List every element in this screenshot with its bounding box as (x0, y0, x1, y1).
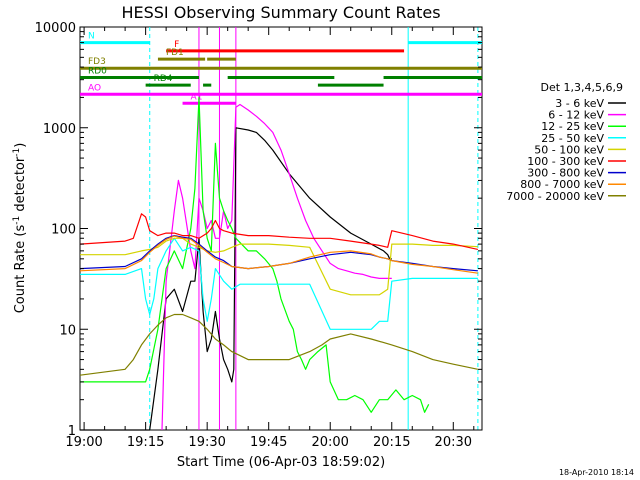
series-line-12-25-kev (80, 96, 430, 413)
legend-label-25-50-kev: 25 - 50 keV (541, 132, 604, 145)
flag-label-fd1: FD1 (166, 48, 184, 58)
legend-title: Det 1,3,4,5,6,9 (540, 81, 623, 94)
y-axis-label-end: ) (13, 143, 28, 148)
legend-label-300-800-kev: 300 - 800 keV (527, 167, 604, 180)
y-axis-label: Count Rate (s-1 detector-1) (12, 143, 28, 314)
series-line-100-300-kev (79, 213, 479, 250)
flag-label-f: F (174, 40, 179, 50)
flag-label-n: N (88, 32, 95, 42)
y-axis-label-mid: detector (13, 156, 28, 216)
x-tick-label: 20:15 (373, 435, 410, 450)
flag-label-rd0: RD0 (88, 67, 107, 77)
x-tick-label: 19:45 (250, 435, 287, 450)
series-line-50-100-kev (80, 237, 478, 296)
y-axis-ticks: 1 10 100 1000 10000 (35, 21, 482, 439)
x-axis-label: Start Time (06-Apr-03 18:59:02) (177, 455, 385, 470)
y-tick-label: 1000 (43, 122, 76, 137)
x-tick-label: 19:30 (188, 435, 225, 450)
flag-label-a1: A1 (191, 92, 203, 102)
flag-label-rd4: RD4 (154, 74, 173, 84)
chart-title: HESSI Observing Summary Count Rates (121, 3, 440, 22)
y-axis-label-sup-1: -1 (12, 216, 22, 225)
x-tick-label: 19:00 (65, 435, 102, 450)
y-tick-label: 1 (68, 424, 76, 439)
series-line-7000-20000-kev (79, 313, 479, 376)
series-line-6-12-kev (161, 103, 392, 431)
x-tick-label: 20:00 (311, 435, 348, 450)
x-tick-label: 19:15 (127, 435, 164, 450)
vertical-markers (149, 27, 479, 430)
legend-label-6-12-kev: 6 - 12 keV (548, 109, 604, 122)
series-line-800-7000-kev (79, 235, 478, 274)
legend-label-50-100-kev: 50 - 100 keV (534, 143, 604, 156)
flag-label-ao: AO (88, 83, 101, 93)
legend-label-100-300-kev: 100 - 300 keV (527, 155, 604, 168)
y-tick-label: 100 (51, 223, 76, 238)
x-axis-ticks: 19:00 19:15 19:30 19:45 20:00 20:15 20:30 (65, 27, 475, 450)
legend-label-7000-20000-kev: 7000 - 20000 keV (506, 190, 604, 203)
timestamp: 18-Apr-2010 18:14 (559, 468, 634, 477)
y-axis-label-sup-2: -1 (12, 148, 22, 157)
legend-label-3-6-kev: 3 - 6 keV (555, 97, 604, 110)
legend-label-800-7000-kev: 800 - 7000 keV (520, 178, 604, 191)
y-tick-label: 10000 (35, 21, 76, 36)
plot-frame (79, 26, 483, 431)
y-axis-label-main: Count Rate (s (13, 225, 28, 314)
flag-label-fd3: FD3 (88, 57, 106, 67)
series-line-25-50-kev (80, 237, 478, 330)
series-lines (79, 96, 479, 431)
series-line-3-6-kev (80, 127, 392, 431)
y-tick-label: 10 (59, 323, 76, 338)
legend-label-12-25-kev: 12 - 25 keV (541, 120, 604, 133)
x-tick-label: 20:30 (435, 435, 472, 450)
